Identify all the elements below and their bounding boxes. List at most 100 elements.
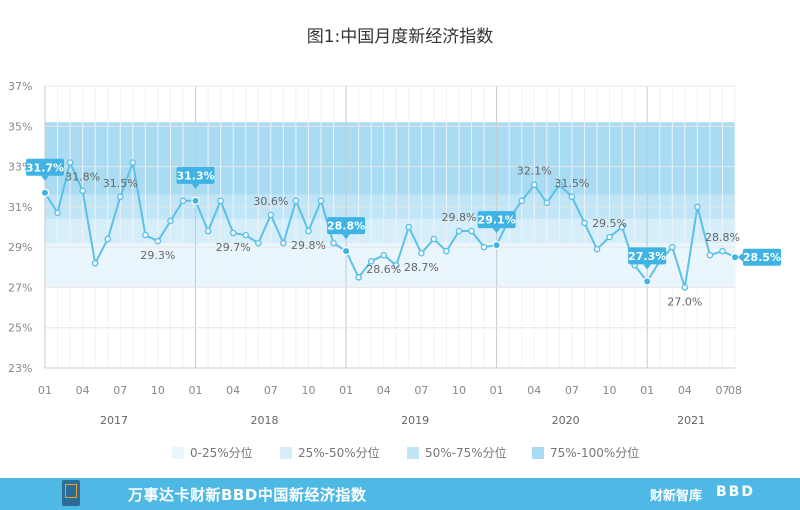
legend-item: 50%-75%分位 (407, 444, 507, 461)
data-point (618, 223, 626, 231)
data-point (355, 274, 362, 281)
data-point (405, 223, 413, 231)
callout-box (628, 247, 667, 265)
y-tick-label: 37% (8, 80, 32, 93)
data-point (694, 203, 701, 211)
data-point (455, 227, 463, 235)
x-tick-label: 10 (603, 384, 617, 397)
y-tick-label: 23% (8, 362, 32, 375)
data-label: 27.0% (667, 295, 702, 308)
data-point (606, 233, 613, 241)
data-point (217, 197, 224, 205)
callout-box (26, 158, 64, 176)
data-point (154, 237, 162, 245)
data-point (380, 251, 388, 259)
y-tick-label: 27% (8, 281, 32, 294)
data-label: 29.7% (216, 241, 251, 254)
footer-banner: 万事达卡财新BBD中国新经济指数 财新智库 BBD (0, 478, 800, 510)
data-point (142, 231, 149, 239)
callout-box (327, 217, 366, 235)
data-point (305, 227, 312, 235)
legend-label: 0-25%分位 (190, 446, 253, 460)
data-label: 28.7% (404, 261, 439, 274)
y-tick-label: 25% (8, 322, 32, 335)
y-tick-label: 29% (8, 241, 32, 254)
data-point-highlight (492, 240, 501, 250)
footer-title: 万事达卡财新BBD中国新经济指数 (128, 486, 367, 504)
data-point (468, 227, 475, 235)
x-tick-label: 10 (151, 384, 165, 397)
callout-label: 28.5% (743, 251, 781, 264)
legend-swatch (407, 446, 419, 459)
callout-pointer (738, 252, 743, 262)
x-tick-label: 07 (565, 384, 579, 397)
callout-box (743, 248, 781, 266)
legend-swatch (172, 446, 184, 459)
data-point (242, 231, 250, 239)
y-tick-label: 35% (8, 120, 32, 133)
legend-item: 0-25%分位 (172, 444, 253, 461)
callout-label: 31.7% (26, 161, 64, 174)
callout-label: 27.3% (628, 250, 666, 263)
data-point-highlight (642, 277, 652, 286)
data-point (681, 284, 689, 291)
data-label: 31.5% (103, 177, 138, 190)
data-point (66, 159, 74, 166)
legend: 0-25%分位 25%-50%分位 50%-75%分位 75%-100%分位 (0, 444, 800, 462)
year-label: 2021 (677, 414, 705, 427)
data-point (367, 257, 375, 265)
data-point (556, 181, 563, 188)
data-point (418, 249, 425, 257)
data-point (443, 247, 450, 255)
callout-pointer (342, 234, 351, 240)
data-label: 31.5% (554, 177, 589, 190)
x-tick-label: 10 (452, 384, 466, 397)
data-point (593, 245, 601, 253)
year-label: 2017 (100, 414, 128, 427)
callout-box (176, 166, 215, 184)
data-point (706, 251, 714, 259)
percentile-band (45, 243, 735, 288)
data-point (204, 227, 212, 235)
callout-pointer (41, 175, 49, 181)
data-point (254, 239, 262, 247)
data-label: 28.8% (705, 231, 740, 244)
legend-label: 25%-50%分位 (298, 446, 380, 460)
data-label: 29.3% (140, 249, 175, 262)
x-tick-label: 01 (490, 384, 504, 397)
data-point (518, 197, 526, 205)
data-point (179, 197, 187, 205)
year-label: 2020 (552, 414, 580, 427)
chart-title: 图1:中国月度新经济指数 (306, 27, 494, 47)
data-point (668, 243, 676, 251)
percentile-band (45, 218, 735, 244)
data-point (581, 219, 588, 227)
data-point (229, 229, 237, 237)
data-point (267, 211, 275, 219)
data-label: 29.8% (442, 211, 477, 224)
x-tick-label: 10 (301, 384, 315, 397)
x-tick-label: 07 (264, 384, 278, 397)
bbd-logo: BBD (716, 484, 755, 500)
data-point (480, 243, 488, 251)
data-label: 32.1% (517, 165, 552, 178)
data-point (104, 235, 112, 243)
data-point (430, 235, 438, 243)
data-point (392, 261, 400, 269)
x-tick-label: 04 (678, 384, 692, 397)
callout-box (477, 211, 516, 229)
x-tick-label: 01 (640, 384, 654, 397)
y-tick-label: 31% (8, 201, 32, 214)
x-tick-label: 04 (76, 384, 90, 397)
data-point (568, 193, 576, 201)
data-point-highlight (40, 188, 50, 197)
callout-pointer (492, 228, 501, 234)
data-label: 29.8% (291, 239, 326, 252)
x-tick-label: 07 (715, 384, 729, 397)
data-point (129, 159, 137, 166)
data-point (330, 239, 337, 247)
data-label: 29.5% (592, 217, 627, 230)
percentile-band (45, 122, 735, 195)
data-point (543, 199, 551, 207)
legend-item: 75%-100%分位 (532, 444, 639, 461)
